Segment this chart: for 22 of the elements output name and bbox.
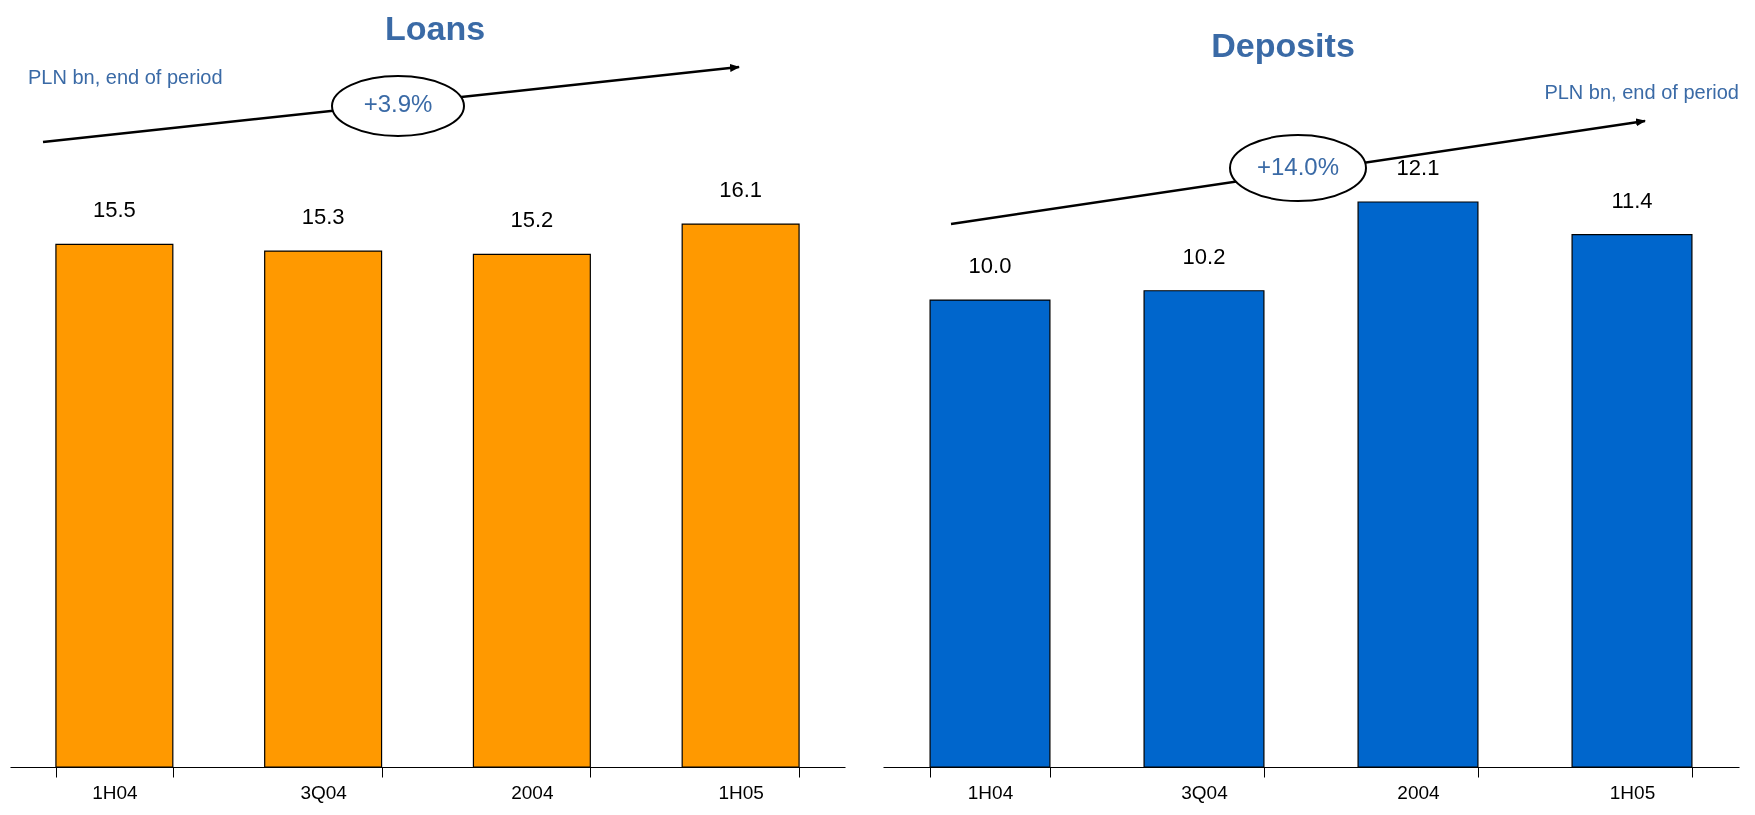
x-tick-label: 1H05 [718, 781, 764, 803]
chart-title: Loans [384, 9, 486, 47]
data-label: 11.4 [1611, 187, 1653, 213]
text: +3.9% [363, 90, 433, 117]
x-tick-label: 3Q04 [1181, 781, 1229, 803]
data-label: 15.5 [92, 197, 136, 223]
chart-title: Deposits [1211, 26, 1355, 64]
data-label: 16.1 [719, 177, 763, 203]
chart-subtitle: PLN bn, end of period [1544, 81, 1739, 103]
data-label: 15.2 [510, 207, 554, 233]
x-tick-label: 3Q04 [300, 781, 348, 803]
x-tick-label: 1H05 [1609, 781, 1656, 803]
x-tick-label: 1H04 [967, 781, 1014, 803]
x-tick-label: 2004 [1397, 781, 1441, 803]
data-label: 12.1 [1396, 155, 1440, 181]
x-tick-label: 1H04 [92, 781, 139, 803]
chart-subtitle: PLN bn, end of period [28, 66, 223, 88]
data-label: 15.3 [301, 204, 345, 230]
text: +14.0% [1256, 153, 1340, 180]
x-tick-label: 2004 [511, 781, 554, 803]
data-label: 10.2 [1182, 243, 1226, 269]
data-label: 10.0 [968, 253, 1012, 279]
